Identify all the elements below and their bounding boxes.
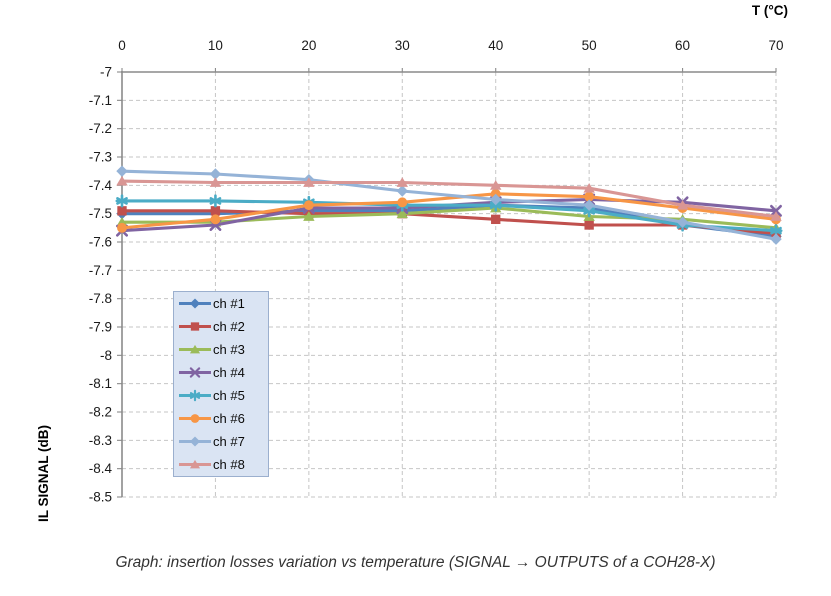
x-tick-label: 50 bbox=[582, 38, 597, 53]
x-tick-label: 40 bbox=[488, 38, 503, 53]
legend-item-ch-8: ch #8 bbox=[178, 453, 268, 476]
x-tick-label: 10 bbox=[208, 38, 223, 53]
legend-item-ch-2: ch #2 bbox=[178, 315, 268, 338]
legend-item-ch-4: ch #4 bbox=[178, 361, 268, 384]
legend-marker-x-icon bbox=[179, 367, 211, 378]
series-ch-8 bbox=[116, 175, 782, 221]
y-tick-label: -7.4 bbox=[89, 178, 113, 193]
legend-label: ch #2 bbox=[213, 319, 245, 334]
x-tick-label: 30 bbox=[395, 38, 410, 53]
axes bbox=[121, 71, 776, 497]
legend-marker-diamond-icon bbox=[179, 298, 211, 309]
legend-marker-asterisk-icon bbox=[179, 389, 211, 402]
x-tick-label: 0 bbox=[118, 38, 126, 53]
y-tick-label: -7.7 bbox=[89, 263, 112, 278]
y-tick-labels: -7 -7.1 -7.2 -7.3 -7.4 -7.5 -7.6 -7.7 -7.8 -7.9 -8… bbox=[89, 65, 113, 505]
y-tick-label: -7.9 bbox=[89, 320, 112, 335]
legend-label: ch #1 bbox=[213, 296, 245, 311]
legend-item-ch-5: ch #5 bbox=[178, 384, 268, 407]
legend-marker-triangle-icon bbox=[179, 344, 211, 354]
x-axis-title: T (°C) bbox=[751, 3, 788, 18]
legend-label: ch #8 bbox=[213, 457, 245, 472]
y-tick-label: -7.6 bbox=[89, 235, 112, 250]
y-tick-label: -8.5 bbox=[89, 490, 112, 505]
legend-marker-circle-icon bbox=[179, 414, 211, 423]
y-tick-label: -7.8 bbox=[89, 291, 112, 306]
legend-label: ch #5 bbox=[213, 388, 245, 403]
legend-label: ch #7 bbox=[213, 434, 245, 449]
y-tick-label: -8.2 bbox=[89, 405, 112, 420]
x-tick-label: 20 bbox=[301, 38, 316, 53]
series-ch-7 bbox=[116, 165, 782, 245]
legend-marker-diamond-icon bbox=[179, 436, 211, 447]
legend-label: ch #3 bbox=[213, 342, 245, 357]
legend-item-ch-3: ch #3 bbox=[178, 338, 268, 361]
x-tick-label: 70 bbox=[768, 38, 783, 53]
y-tick-label: -7.2 bbox=[89, 121, 112, 136]
legend-label: ch #4 bbox=[213, 365, 245, 380]
legend-marker-square-icon bbox=[179, 322, 211, 331]
legend-label: ch #6 bbox=[213, 411, 245, 426]
legend-item-ch-6: ch #6 bbox=[178, 407, 268, 430]
chart-caption: Graph: insertion losses variation vs tem… bbox=[115, 554, 716, 571]
y-tick-label: -8 bbox=[100, 348, 112, 363]
y-tick-label: -8.1 bbox=[89, 376, 112, 391]
y-tick-label: -7.1 bbox=[89, 93, 112, 108]
chart-legend: ch #1 ch #2 ch #3 ch #4 ch #5 ch #6 ch #7 ch #8 bbox=[173, 291, 269, 477]
legend-marker-triangle-icon bbox=[179, 459, 211, 469]
y-tick-label: -8.3 bbox=[89, 433, 112, 448]
legend-item-ch-1: ch #1 bbox=[178, 292, 268, 315]
y-tick-label: -7 bbox=[100, 65, 112, 80]
y-axis-title: IL SIGNAL (dB) bbox=[36, 425, 51, 522]
y-tick-label: -7.5 bbox=[89, 206, 112, 221]
y-tick-label: -7.3 bbox=[89, 150, 112, 165]
x-tick-labels: 0 10 20 30 40 50 60 70 bbox=[118, 38, 783, 53]
y-tick-label: -8.4 bbox=[89, 461, 113, 476]
legend-item-ch-7: ch #7 bbox=[178, 430, 268, 453]
x-tick-label: 60 bbox=[675, 38, 690, 53]
